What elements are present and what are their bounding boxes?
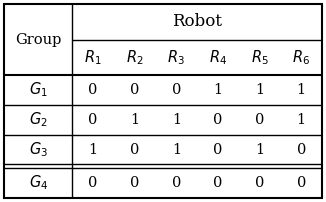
Text: $R_6$: $R_6$ — [292, 48, 310, 67]
Text: $R_2$: $R_2$ — [126, 48, 143, 67]
Text: 0: 0 — [213, 113, 223, 127]
Text: 0: 0 — [297, 176, 306, 190]
Text: 1: 1 — [297, 113, 306, 127]
Text: $R_4$: $R_4$ — [209, 48, 227, 67]
Text: 0: 0 — [255, 113, 264, 127]
Text: 0: 0 — [88, 83, 98, 97]
Text: 0: 0 — [130, 83, 140, 97]
Text: $R_3$: $R_3$ — [168, 48, 185, 67]
Text: $G_3$: $G_3$ — [29, 140, 48, 159]
Text: Group: Group — [15, 33, 61, 46]
Text: 1: 1 — [172, 113, 181, 127]
Text: 1: 1 — [255, 142, 264, 157]
Text: 0: 0 — [130, 142, 140, 157]
Text: 0: 0 — [172, 176, 181, 190]
Text: $R_1$: $R_1$ — [84, 48, 102, 67]
Text: $R_5$: $R_5$ — [251, 48, 269, 67]
Text: 1: 1 — [130, 113, 139, 127]
Text: $G_4$: $G_4$ — [29, 174, 48, 193]
Text: 0: 0 — [297, 142, 306, 157]
Text: 0: 0 — [255, 176, 264, 190]
Text: 1: 1 — [172, 142, 181, 157]
Text: 0: 0 — [172, 83, 181, 97]
Text: Robot: Robot — [172, 13, 222, 30]
Text: 0: 0 — [88, 176, 98, 190]
Text: $G_2$: $G_2$ — [29, 110, 48, 129]
Text: $G_1$: $G_1$ — [29, 81, 48, 99]
Text: 1: 1 — [214, 83, 223, 97]
Text: 0: 0 — [130, 176, 140, 190]
Text: 1: 1 — [89, 142, 98, 157]
Text: 0: 0 — [213, 142, 223, 157]
Text: 0: 0 — [88, 113, 98, 127]
Text: 0: 0 — [213, 176, 223, 190]
Text: 1: 1 — [297, 83, 306, 97]
Text: 1: 1 — [255, 83, 264, 97]
